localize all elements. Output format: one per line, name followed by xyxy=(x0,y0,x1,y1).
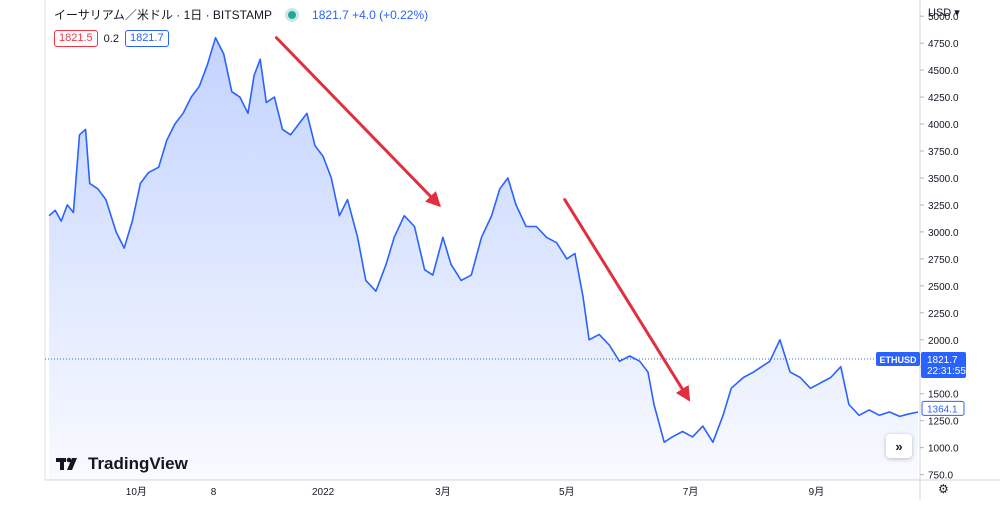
brand-name: TradingView xyxy=(88,454,188,473)
ask-price-badge[interactable]: 1821.7 xyxy=(124,30,169,47)
x-tick-label: 2022 xyxy=(312,487,335,498)
y-tick-label: 1500.0 xyxy=(928,390,959,401)
countdown-label: 22:31:55 xyxy=(927,366,966,377)
symbol-tag-label: ETHUSD xyxy=(879,355,917,365)
x-tick-label: 3月 xyxy=(435,486,451,498)
symbol-title[interactable]: イーサリアム／米ドル · 1日 · BITSTAMP xyxy=(54,8,273,22)
y-tick-label: 3750.0 xyxy=(928,147,959,158)
x-tick-label: 7月 xyxy=(683,486,699,498)
price-area-fill xyxy=(49,37,919,481)
scroll-to-realtime-button[interactable]: » xyxy=(886,434,912,458)
last-price-tag-bg xyxy=(921,352,966,379)
trend-arrow xyxy=(563,198,691,402)
bid-price-badge[interactable]: 1821.5 xyxy=(54,30,98,47)
chevron-down-icon: ▾ xyxy=(954,7,960,19)
price-change: 1821.7 +4.0 (+0.22%) xyxy=(312,7,429,22)
x-tick-label: 10月 xyxy=(126,486,147,498)
tradingview-logo[interactable]: TradingView xyxy=(56,454,188,474)
y-tick-label: 2250.0 xyxy=(928,309,959,320)
y-tick-label: 4750.0 xyxy=(928,39,959,50)
bid-ask-badges: 1821.5 0.2 1821.7 xyxy=(54,30,169,47)
open-price-label: 1364.1 xyxy=(927,404,958,415)
spread-value: 0.2 xyxy=(103,32,119,45)
trend-arrow xyxy=(274,36,441,208)
y-tick-label: 2000.0 xyxy=(928,336,959,347)
x-tick-label: 9月 xyxy=(809,486,825,498)
chart-header: イーサリアム／米ドル · 1日 · BITSTAMP 1821.7 +4.0 (… xyxy=(54,6,428,23)
y-tick-label: 4000.0 xyxy=(928,120,959,131)
y-tick-label: 750.0 xyxy=(928,471,953,482)
y-tick-label: 1250.0 xyxy=(928,417,959,428)
price-line xyxy=(48,37,919,443)
y-tick-label: 4250.0 xyxy=(928,93,959,104)
y-tick-label: 4500.0 xyxy=(928,66,959,77)
gear-icon[interactable]: ⚙ xyxy=(938,482,949,496)
y-tick-label: 3000.0 xyxy=(928,228,959,239)
y-tick-label: 2500.0 xyxy=(928,282,959,293)
price-axis[interactable]: 750.01000.01250.01500.01750.02000.02250.… xyxy=(920,12,959,482)
market-open-dot-icon xyxy=(288,10,297,19)
price-tags: ETHUSD 1821.722:31:55 1364.1 xyxy=(876,352,966,416)
currency-selector[interactable]: USD ▾ xyxy=(928,6,960,19)
y-tick-label: 2750.0 xyxy=(928,255,959,266)
x-tick-label: 8 xyxy=(211,487,217,498)
currency-label: USD xyxy=(928,7,952,19)
x-tick-label: 5月 xyxy=(559,486,575,498)
last-price-label: 1821.7 xyxy=(927,355,958,366)
y-tick-label: 1000.0 xyxy=(928,444,959,455)
y-tick-label: 3500.0 xyxy=(928,174,959,185)
y-tick-label: 5000.0 xyxy=(928,12,959,23)
trend-arrows xyxy=(274,36,691,402)
symbol-tag-bg xyxy=(876,352,920,367)
tradingview-logo-icon xyxy=(56,457,77,470)
time-axis[interactable]: 10月 8 2022 3月 5月 7月 9月 xyxy=(126,486,824,498)
open-price-tag-bg xyxy=(921,400,965,416)
y-tick-label: 3250.0 xyxy=(928,201,959,212)
